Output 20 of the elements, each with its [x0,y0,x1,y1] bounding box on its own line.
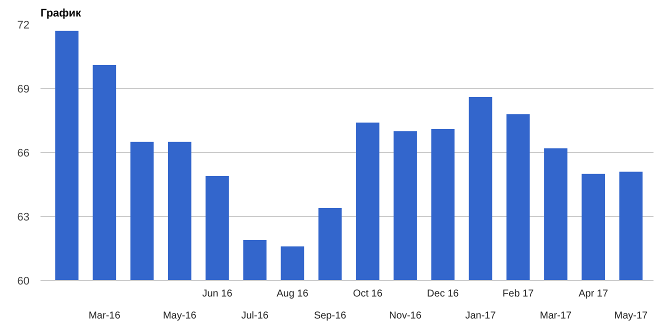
x-tick-label: Jan-17 [465,310,496,322]
x-tick-label: Feb 17 [502,288,534,300]
x-tick-label: Apr 17 [578,288,608,300]
y-tick-label: 66 [17,148,30,160]
x-tick-label: Mar-16 [88,310,121,322]
x-tick-label: Oct 16 [352,288,383,300]
chart-title: График [40,8,82,20]
x-tick-label: Jun 16 [202,288,233,300]
y-tick-label: 60 [17,276,30,288]
y-tick-label: 69 [17,84,30,96]
x-tick-label: Sep-16 [314,310,347,322]
x-tick-label: May-17 [614,310,648,322]
x-tick-label: May-16 [162,310,197,322]
x-tick-label: Jul-16 [241,310,269,322]
x-tick-label: Aug 16 [276,288,309,300]
x-tick-label: Dec 16 [427,288,460,300]
y-tick-label: 63 [17,212,30,224]
x-tick-label: Mar-17 [540,310,572,322]
x-tick-label: Nov-16 [389,310,422,322]
y-tick-label: 72 [17,20,30,32]
